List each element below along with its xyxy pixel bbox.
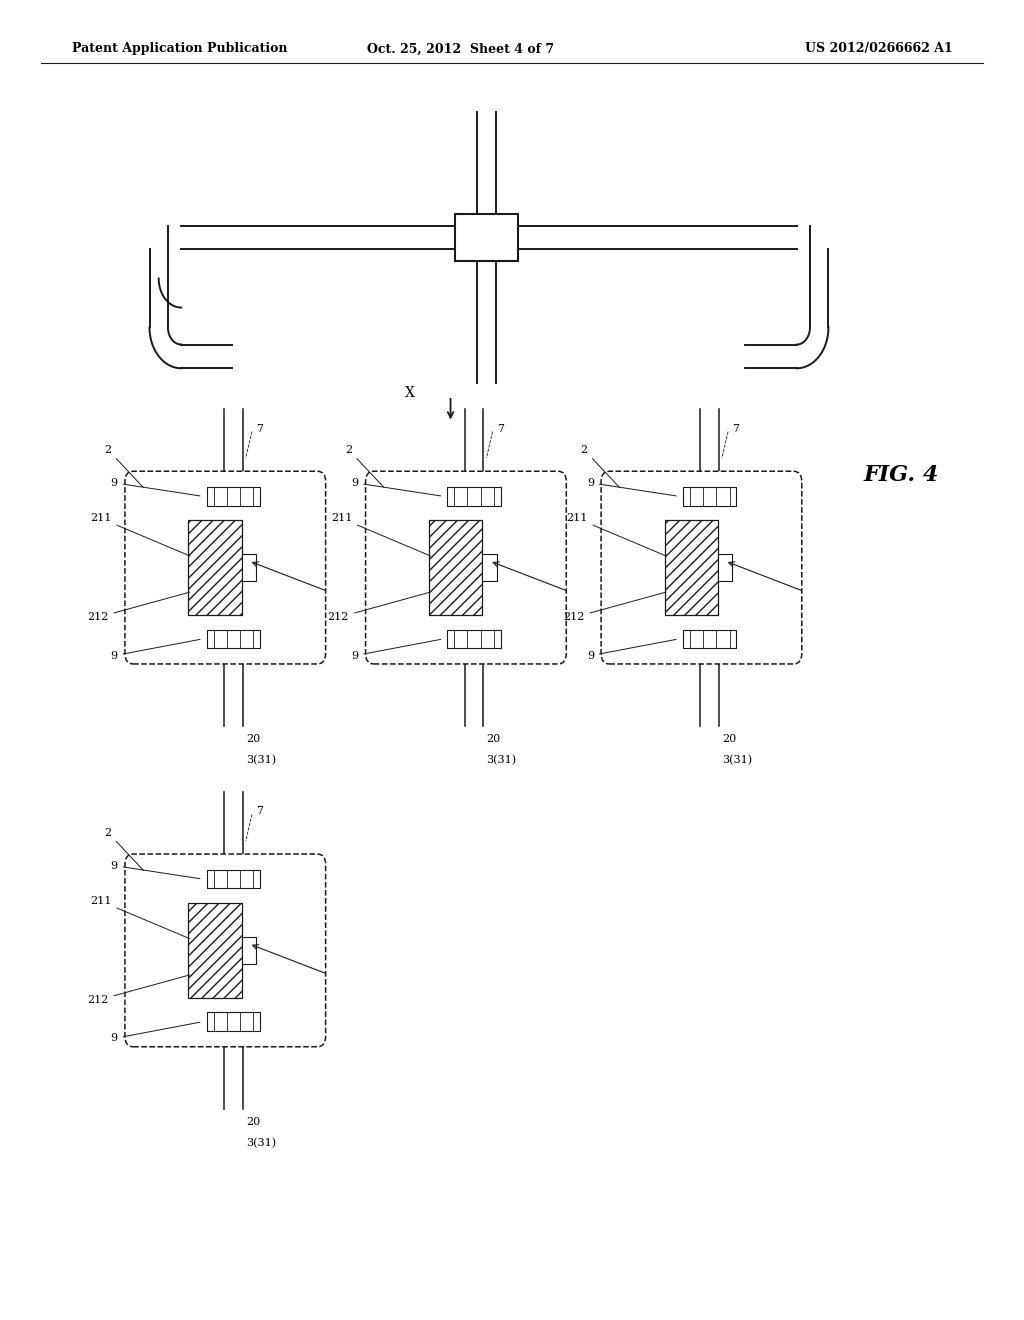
Text: 20: 20 [246, 734, 260, 744]
Text: 9: 9 [587, 639, 676, 661]
Text: 211: 211 [90, 896, 189, 939]
Text: X: X [404, 387, 415, 400]
Text: 2: 2 [581, 445, 620, 487]
Bar [447, 630, 501, 648]
Bar [665, 520, 718, 615]
Text: 9: 9 [111, 639, 200, 661]
Text: 212: 212 [563, 593, 666, 623]
Bar [482, 554, 497, 581]
Text: 20: 20 [246, 1117, 260, 1127]
Text: 212: 212 [87, 975, 189, 1006]
Bar [455, 214, 518, 261]
Text: 20: 20 [486, 734, 501, 744]
Bar [207, 1012, 260, 1031]
Bar [429, 520, 482, 615]
Text: 3(31): 3(31) [722, 755, 752, 766]
Text: 3(31): 3(31) [486, 755, 516, 766]
Text: 2: 2 [345, 445, 384, 487]
Text: 7: 7 [256, 424, 263, 434]
Text: 9: 9 [351, 478, 440, 496]
Text: 9: 9 [587, 478, 676, 496]
Text: 212: 212 [328, 593, 430, 623]
Text: 7: 7 [732, 424, 739, 434]
Text: 2: 2 [104, 445, 143, 487]
Bar [188, 520, 242, 615]
Text: 20: 20 [722, 734, 736, 744]
Text: 7: 7 [256, 807, 263, 817]
Text: 9: 9 [111, 861, 200, 879]
Text: 9: 9 [111, 1022, 200, 1044]
Text: 211: 211 [90, 513, 189, 556]
Text: Patent Application Publication: Patent Application Publication [72, 42, 287, 55]
Text: 2: 2 [104, 828, 143, 870]
Bar [207, 630, 260, 648]
Bar [207, 870, 260, 888]
Text: 211: 211 [331, 513, 430, 556]
FancyBboxPatch shape [601, 471, 802, 664]
Bar [665, 520, 718, 615]
Bar [207, 487, 260, 506]
Bar [683, 487, 736, 506]
Text: US 2012/0266662 A1: US 2012/0266662 A1 [805, 42, 952, 55]
FancyBboxPatch shape [125, 471, 326, 664]
Bar [188, 903, 242, 998]
Bar [718, 554, 732, 581]
Text: 211: 211 [566, 513, 666, 556]
Bar [242, 937, 256, 964]
Text: FIG. 4: FIG. 4 [863, 465, 939, 486]
Text: Oct. 25, 2012  Sheet 4 of 7: Oct. 25, 2012 Sheet 4 of 7 [368, 42, 554, 55]
Bar [242, 554, 256, 581]
Bar [188, 520, 242, 615]
Text: 3(31): 3(31) [246, 755, 275, 766]
Text: 212: 212 [87, 593, 189, 623]
Text: 7: 7 [497, 424, 504, 434]
Text: 9: 9 [351, 639, 440, 661]
Text: 3(31): 3(31) [246, 1138, 275, 1148]
Bar [429, 520, 482, 615]
Bar [683, 630, 736, 648]
Text: 9: 9 [111, 478, 200, 496]
Bar [447, 487, 501, 506]
FancyBboxPatch shape [125, 854, 326, 1047]
Bar [188, 903, 242, 998]
FancyBboxPatch shape [366, 471, 566, 664]
